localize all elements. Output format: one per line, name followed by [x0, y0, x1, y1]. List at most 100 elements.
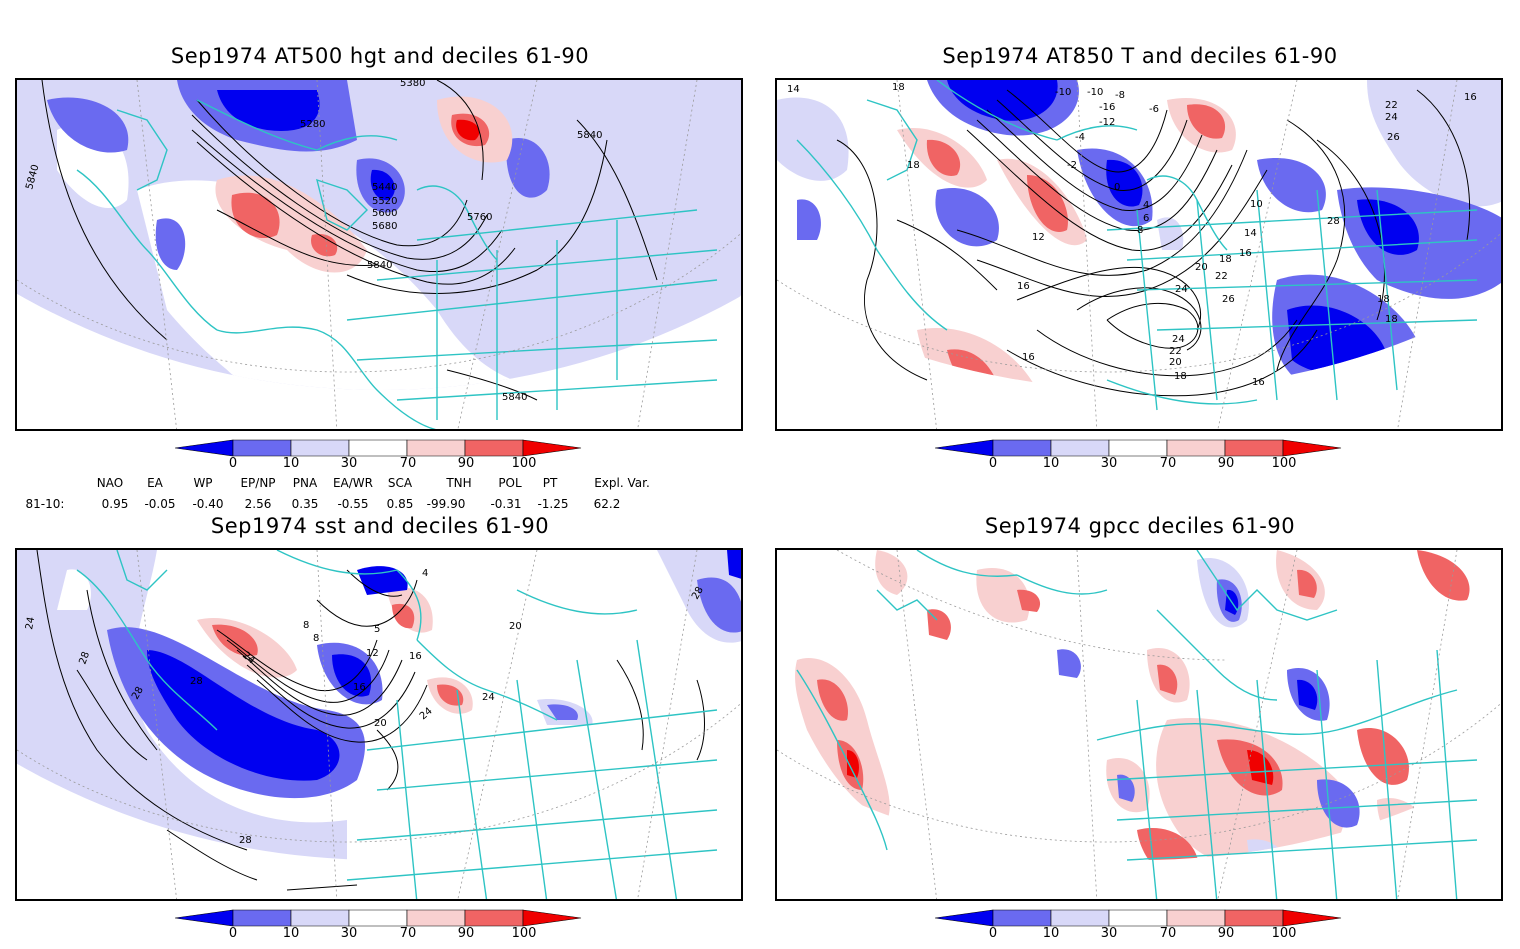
colorbar-swatch — [232, 909, 292, 927]
index-header: PT — [542, 476, 558, 490]
index-value: 0.35 — [291, 497, 319, 511]
contour-label: 20 — [1195, 262, 1208, 273]
contour-label: 18 — [1174, 371, 1187, 382]
contour-label: 16 — [353, 682, 366, 693]
colorbar-swatch — [1166, 909, 1226, 927]
colorbar-tick: 30 — [1100, 456, 1118, 471]
contour-label: 8 — [1137, 225, 1143, 236]
colorbar-swatch — [1166, 439, 1226, 457]
panel-title-t850: Sep1974 AT850 T and deciles 61-90 — [942, 44, 1338, 68]
map-hgt500[interactable]: 5840 5840 5280 5380 5440 5520 5600 5680 … — [15, 78, 743, 431]
map-t850-canvas: 14 18 18 -10 -8 -6 -12 -16 -10 -4 -2 0 4… — [777, 80, 1501, 429]
colorbar-swatch — [1224, 909, 1284, 927]
index-value: 0.85 — [386, 497, 414, 511]
colorbar-tick: 100 — [511, 456, 537, 471]
contour-label: 5680 — [372, 221, 397, 232]
contour-label: 26 — [1222, 294, 1235, 305]
contour-label: 4 — [422, 568, 428, 579]
panel-title-sst: Sep1974 sst and deciles 61-90 — [210, 514, 550, 538]
contour-label: 18 — [1377, 294, 1390, 305]
contour-label: 10 — [1250, 199, 1263, 210]
colorbar-swatch — [232, 439, 292, 457]
contour-label: 24 — [482, 692, 495, 703]
contour-label: -4 — [1075, 132, 1085, 143]
index-value: -1.25 — [537, 497, 569, 511]
contour-label: -8 — [1115, 90, 1125, 101]
colorbar-hgt500: 0 10 30 70 90 100 — [174, 439, 585, 479]
contour-label: 20 — [1169, 357, 1182, 368]
contour-label: 16 — [1017, 281, 1030, 292]
map-sst[interactable]: 24 28 28 28 24 8 4 8 5 12 16 20 24 24 20… — [15, 548, 743, 901]
contour-label: 18 — [892, 82, 905, 93]
contour-label: 20 — [509, 621, 522, 632]
index-header: EA/WR — [332, 476, 374, 490]
colorbar-swatch — [174, 909, 234, 927]
colorbar-swatch — [348, 439, 408, 457]
contour-label: 28 — [239, 835, 252, 846]
colorbar-tick: 100 — [1271, 456, 1297, 471]
contour-label: -6 — [1149, 104, 1159, 115]
contour-label: 4 — [1143, 200, 1149, 211]
map-sst-canvas: 24 28 28 28 24 8 4 8 5 12 16 20 24 24 20… — [17, 550, 741, 899]
colorbar-tick: 90 — [457, 456, 475, 471]
contour-label: 5760 — [467, 212, 492, 223]
index-value: 62.2 — [593, 497, 621, 511]
index-header: PNA — [292, 476, 318, 490]
colorbar-tick: 90 — [1217, 456, 1235, 471]
colorbar-swatch — [406, 909, 466, 927]
map-t850[interactable]: 14 18 18 -10 -8 -6 -12 -16 -10 -4 -2 0 4… — [775, 78, 1503, 431]
colorbar-tick: 100 — [511, 926, 537, 941]
map-hgt500-canvas: 5840 5840 5280 5380 5440 5520 5600 5680 … — [17, 80, 741, 429]
contour-label: 6 — [1143, 213, 1149, 224]
contour-label: 16 — [1022, 352, 1035, 363]
contour-label: 5840 — [367, 260, 392, 271]
contour-label: 8 — [313, 633, 319, 644]
panel-title-gpcc: Sep1974 gpcc deciles 61-90 — [984, 514, 1296, 538]
index-header: WP — [193, 476, 213, 490]
colorbar-swatches — [934, 909, 1342, 927]
contour-label: -10 — [1087, 87, 1103, 98]
index-header: Expl. Var. — [594, 476, 650, 490]
contour-label: 24 — [1175, 284, 1188, 295]
colorbar-swatch — [348, 909, 408, 927]
contour-label: 5840 — [577, 130, 602, 141]
contour-label: 28 — [190, 676, 203, 687]
colorbar-t850: 0 10 30 70 90 100 — [934, 439, 1345, 479]
colorbar-gpcc: 0 10 30 70 90 100 — [934, 909, 1345, 949]
contour-label: -10 — [1055, 87, 1071, 98]
colorbar-swatches — [174, 439, 582, 457]
colorbar-tick: 90 — [1217, 926, 1235, 941]
contour-label: 5440 — [372, 182, 397, 193]
map-gpcc-canvas — [777, 550, 1501, 899]
colorbar-tick: 0 — [228, 926, 238, 941]
index-value: -0.31 — [490, 497, 522, 511]
contour-label: 5 — [374, 624, 380, 635]
index-value: 0.95 — [101, 497, 129, 511]
colorbar-tick: 30 — [340, 456, 358, 471]
contour-label: 28 — [77, 650, 92, 666]
colorbar-swatch — [992, 909, 1052, 927]
colorbar-tick: 0 — [228, 456, 238, 471]
contour-label: 16 — [1252, 377, 1265, 388]
contour-label: 20 — [374, 718, 387, 729]
colorbar-tick: 10 — [282, 456, 300, 471]
contour-label: 14 — [787, 84, 800, 95]
contour-label: 22 — [1215, 271, 1228, 282]
colorbar-swatch — [1282, 909, 1342, 927]
colorbar-swatch — [290, 909, 350, 927]
contour-label: 8 — [303, 620, 309, 631]
colorbar-swatch — [1282, 439, 1342, 457]
contour-label: 24 — [1172, 334, 1185, 345]
colorbar-swatch — [522, 439, 582, 457]
colorbar-tick: 10 — [1042, 926, 1060, 941]
colorbar-swatch — [934, 439, 994, 457]
colorbar-tick: 70 — [1159, 926, 1177, 941]
colorbar-tick: 70 — [399, 926, 417, 941]
map-gpcc[interactable] — [775, 548, 1503, 901]
colorbar-swatch — [174, 439, 234, 457]
colorbar-swatches — [174, 909, 582, 927]
contour-label: 0 — [1114, 182, 1120, 193]
colorbar-swatch — [1050, 439, 1110, 457]
contour-label: 18 — [1219, 254, 1232, 265]
index-header: TNH — [446, 476, 472, 490]
